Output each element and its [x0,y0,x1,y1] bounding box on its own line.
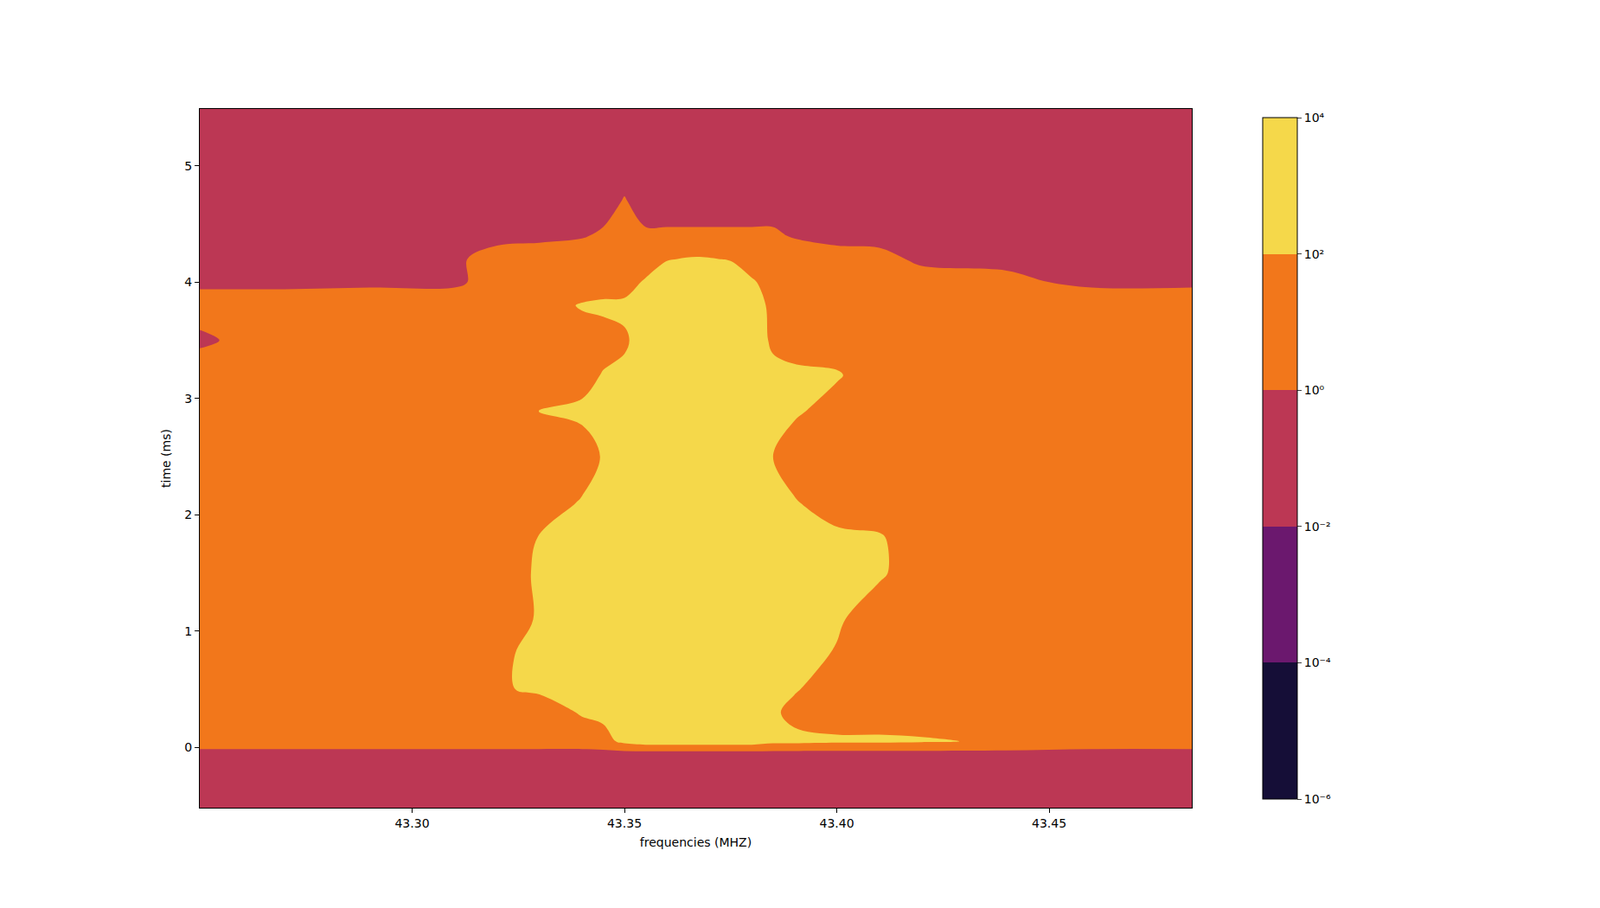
svg-text:2: 2 [184,507,192,522]
svg-text:10⁻⁴: 10⁻⁴ [1304,655,1332,670]
svg-text:43.45: 43.45 [1031,816,1067,831]
svg-text:10²: 10² [1304,247,1325,262]
svg-text:10⁻²: 10⁻² [1304,519,1332,534]
svg-text:43.40: 43.40 [819,816,854,831]
svg-text:10⁻⁶: 10⁻⁶ [1304,792,1332,807]
svg-text:43.35: 43.35 [607,816,642,831]
svg-text:3: 3 [184,391,192,406]
svg-text:10⁴: 10⁴ [1304,110,1325,125]
svg-text:frequencies (MHZ): frequencies (MHZ) [640,835,752,850]
svg-text:time (ms): time (ms) [159,428,173,488]
svg-text:10⁰: 10⁰ [1304,383,1325,397]
svg-text:4: 4 [184,275,192,289]
svg-text:1: 1 [184,624,192,639]
svg-text:43.30: 43.30 [394,816,429,831]
svg-text:5: 5 [184,159,192,173]
svg-text:0: 0 [184,740,192,755]
